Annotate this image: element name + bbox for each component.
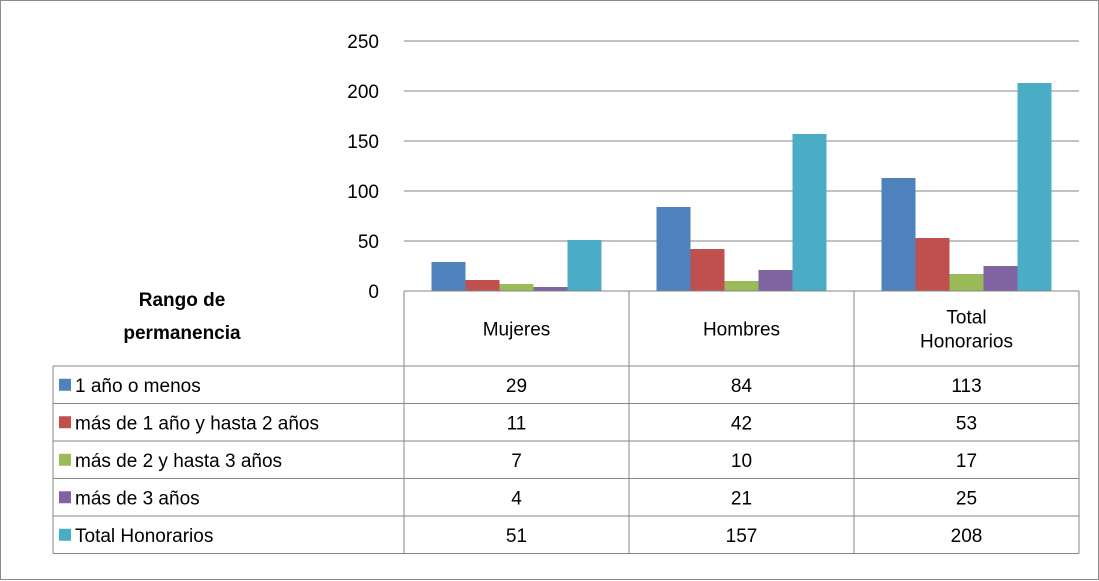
data-value: 29: [506, 376, 527, 397]
bar: [1017, 83, 1052, 291]
legend-key: [59, 378, 71, 391]
data-value: 53: [956, 413, 977, 434]
data-value: 21: [731, 488, 752, 509]
series-label: más de 2 y hasta 3 años: [75, 451, 282, 472]
bar: [533, 287, 568, 291]
bar: [949, 274, 984, 291]
category-label: Hombres: [703, 320, 780, 341]
data-value: 25: [956, 488, 977, 509]
legend-key: [59, 528, 71, 541]
data-value: 17: [956, 451, 977, 472]
data-value: 42: [731, 413, 752, 434]
category-label: Honorarios: [920, 332, 1013, 353]
data-value: 51: [506, 526, 527, 547]
series-label: Total Honorarios: [75, 526, 213, 547]
data-value: 11: [507, 413, 527, 434]
y-tick-label: 150: [347, 132, 379, 153]
data-value: 113: [951, 376, 981, 397]
series-label: más de 1 año y hasta 2 años: [75, 413, 319, 434]
y-tick-label: 200: [347, 82, 379, 103]
legend-key: [59, 453, 71, 466]
data-value: 84: [731, 376, 753, 397]
y-axis-ticks: 0 50 100 150 200 250: [347, 32, 379, 303]
y-tick-label: 0: [368, 282, 379, 303]
bars: [431, 83, 1052, 291]
series-label: más de 3 años: [75, 488, 200, 509]
category-label: Total: [946, 308, 986, 329]
bar: [499, 284, 534, 291]
bar: [915, 238, 950, 291]
bar: [656, 207, 691, 291]
y-tick-label: 50: [358, 232, 379, 253]
series-label: 1 año o menos: [75, 376, 201, 397]
bar: [983, 266, 1018, 291]
bar: [431, 262, 466, 291]
legend-key: [59, 491, 71, 504]
y-tick-label: 100: [347, 182, 379, 203]
data-value: 10: [731, 451, 752, 472]
bar: [758, 270, 793, 291]
bar: [690, 249, 725, 291]
gridlines: [404, 40, 1079, 242]
table-header-line-1: Rango de: [139, 290, 226, 311]
table-header-line-2: permanencia: [123, 323, 241, 344]
bar: [567, 240, 602, 291]
y-tick-label: 250: [347, 32, 379, 53]
data-table: Mujeres Hombres Total Honorarios 1 año o men…: [52, 290, 1080, 554]
data-value: 7: [511, 451, 522, 472]
bar: [792, 134, 827, 291]
bar: [465, 280, 500, 291]
data-value: 208: [951, 526, 983, 547]
bar: [724, 281, 759, 291]
data-value: 4: [511, 488, 522, 509]
legend-key: [59, 416, 71, 429]
data-value: 157: [726, 526, 758, 547]
category-label: Mujeres: [483, 320, 551, 341]
bar: [881, 178, 916, 291]
